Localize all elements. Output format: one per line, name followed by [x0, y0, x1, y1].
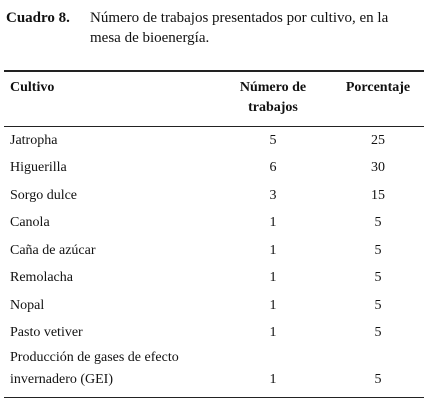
table-cell: 1 [269, 242, 277, 258]
header-cell: Porcentaje [332, 70, 424, 127]
table-row: Pasto vetiver 1 5 [4, 320, 424, 348]
table-cell: 5 [374, 215, 382, 231]
table-cell: 5 [374, 270, 382, 286]
table-row: Canola 1 5 [4, 210, 424, 238]
table-cell: 1 [269, 270, 277, 286]
table-cell: Pasto vetiver [10, 325, 83, 341]
table-cell: Remolacha [10, 270, 73, 286]
table-cell: 1 [269, 297, 277, 313]
table-cell: 25 [371, 132, 385, 148]
table-row: Higuerilla 6 30 [4, 155, 424, 183]
table-row: Remolacha 1 5 [4, 265, 424, 293]
table-cell: 5 [374, 325, 382, 341]
caption-label: Cuadro 8. [6, 10, 70, 26]
table-cell: 1 [214, 347, 332, 398]
caption-text: Número de trabajos presentados por culti… [90, 10, 389, 46]
table-cell: 6 [269, 160, 277, 176]
table-cell: Canola [10, 215, 50, 231]
table-cell: Producción de gases de efecto invernader… [4, 347, 214, 398]
table-cell: Jatropha [10, 132, 58, 148]
table-cell: 1 [269, 325, 277, 341]
table-row: Caña de azúcar 1 5 [4, 237, 424, 265]
table-cell: 15 [371, 187, 385, 203]
table-row: Jatropha 5 25 [4, 127, 424, 155]
table-cell: 30 [371, 160, 385, 176]
table-row: Producción de gases de efecto invernader… [4, 347, 424, 398]
data-table: Cultivo Número de trabajos Porcentaje Jatr… [4, 70, 424, 398]
table-body: Jatropha 5 25 Higuerilla 6 30 Sorgo dulce 3 15 Ca… [4, 127, 424, 398]
table-cell: 5 [374, 297, 382, 313]
header-row: Cultivo Número de trabajos Porcentaje [4, 70, 424, 127]
table-row: Nopal 1 5 [4, 292, 424, 320]
table-cell: Caña de azúcar [10, 242, 96, 258]
table-cell: Nopal [10, 297, 45, 313]
header-cell: Número de trabajos [214, 70, 332, 127]
header-cell: Cultivo [4, 70, 214, 127]
table-cell: Sorgo dulce [10, 187, 78, 203]
table-cell: Higuerilla [10, 160, 67, 176]
caption: Cuadro 8. Número de trabajos presentados… [6, 8, 426, 48]
table-cell: 5 [269, 132, 277, 148]
table-cell: 5 [374, 242, 382, 258]
table-cell: 1 [269, 215, 277, 231]
table-cell: 5 [332, 347, 424, 398]
table-row: Sorgo dulce 3 15 [4, 182, 424, 210]
table-cell: 3 [269, 187, 277, 203]
table-header: Cultivo Número de trabajos Porcentaje [4, 70, 424, 127]
